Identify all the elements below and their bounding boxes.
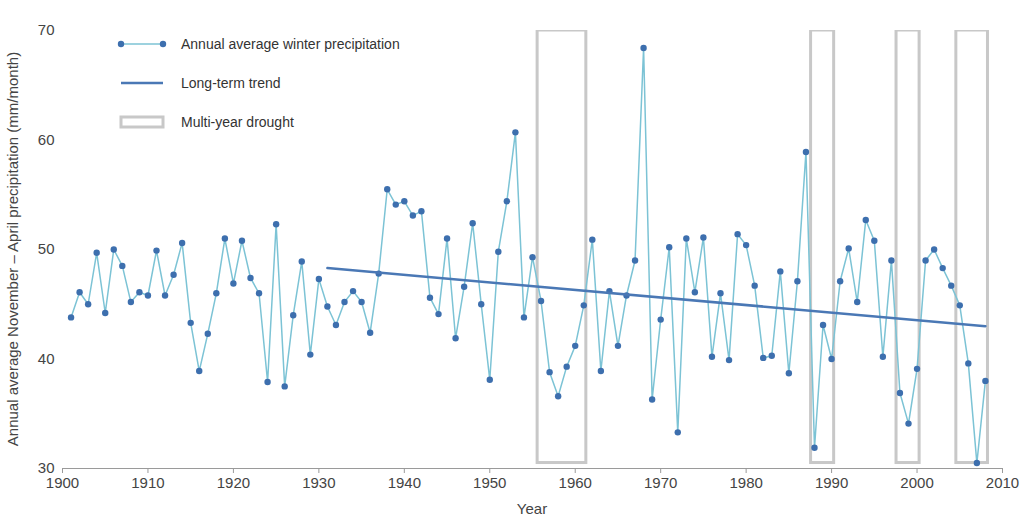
html-text:Multi-year drought: Multi-year drought — [181, 114, 294, 130]
svg-text:50: 50 — [38, 240, 55, 257]
svg-text:30: 30 — [38, 459, 55, 476]
svg-text:1960: 1960 — [559, 474, 592, 491]
svg-text:1940: 1940 — [388, 474, 421, 491]
svg-text:Annual average November – Apri: Annual average November – April precipit… — [4, 52, 21, 446]
svg-text:40: 40 — [38, 350, 55, 367]
html-text:Annual average winter precipit: Annual average winter precipitation — [181, 36, 400, 52]
svg-text:2000: 2000 — [900, 474, 933, 491]
html-text:Long-term trend: Long-term trend — [181, 75, 281, 91]
svg-text:Year: Year — [517, 500, 547, 517]
svg-text:1920: 1920 — [217, 474, 250, 491]
svg-text:1980: 1980 — [729, 474, 762, 491]
svg-text:1900: 1900 — [46, 474, 79, 491]
svg-text:1930: 1930 — [302, 474, 335, 491]
svg-text:1970: 1970 — [644, 474, 677, 491]
svg-text:1950: 1950 — [473, 474, 506, 491]
svg-text:2010: 2010 — [986, 474, 1019, 491]
svg-text:60: 60 — [38, 131, 55, 148]
svg-text:70: 70 — [38, 21, 55, 38]
svg-text:1910: 1910 — [131, 474, 164, 491]
svg-text:1990: 1990 — [815, 474, 848, 491]
